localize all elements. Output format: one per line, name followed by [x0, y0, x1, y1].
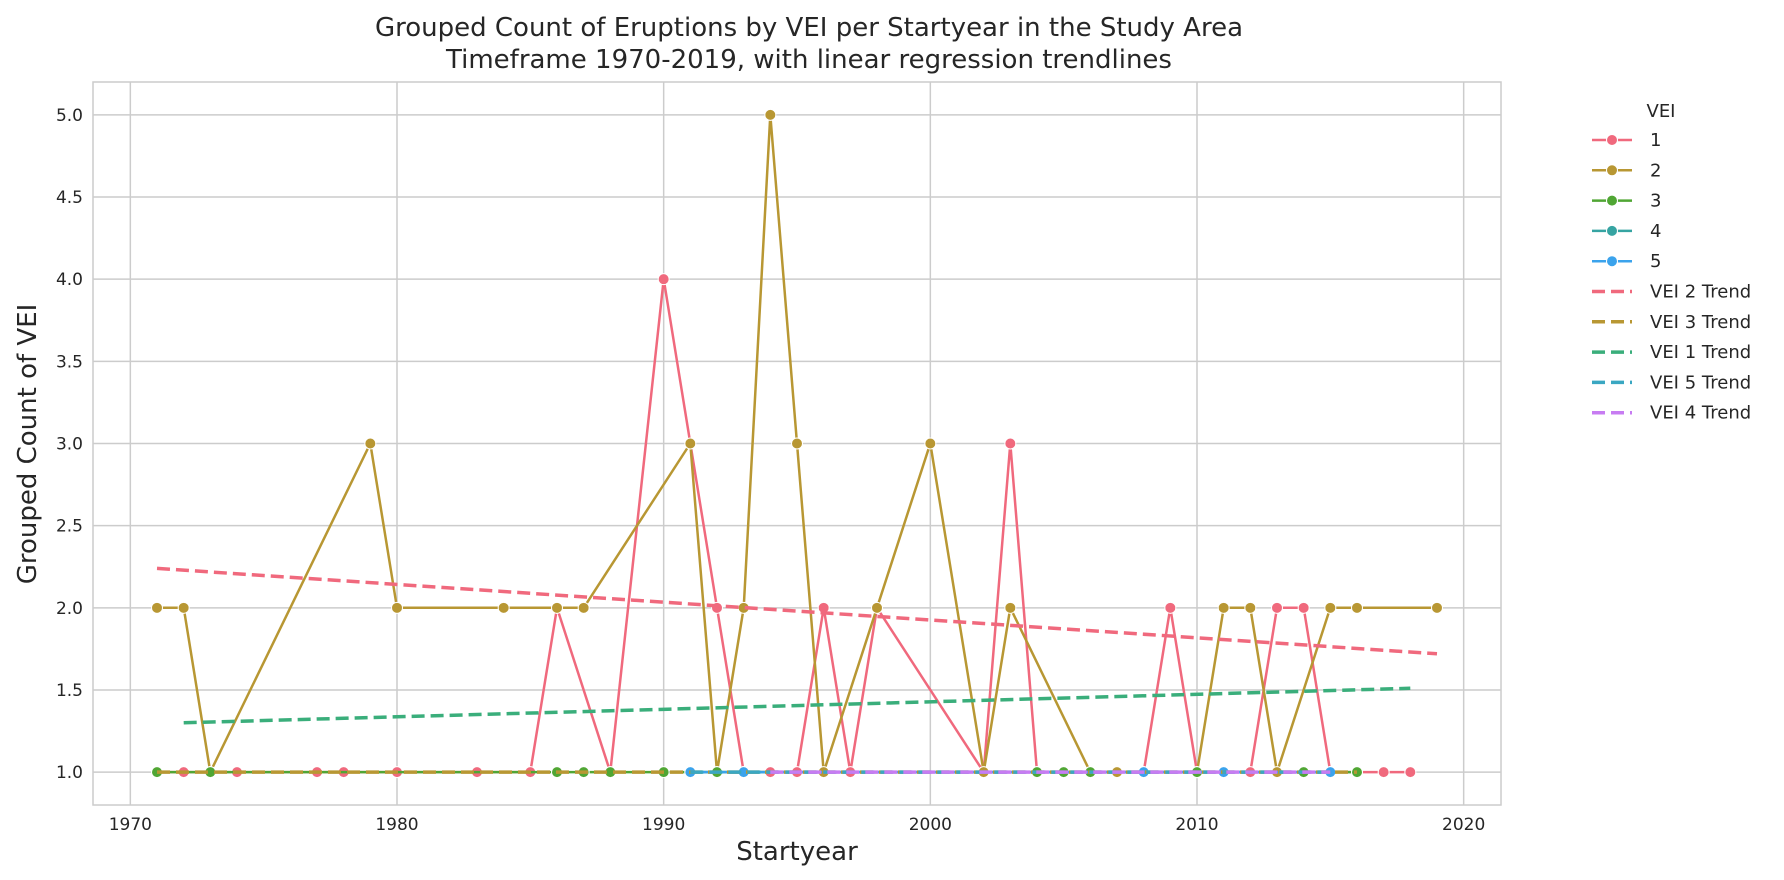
- y-tick-label: 1.5: [56, 681, 83, 701]
- y-tick-label: 1.0: [56, 763, 83, 783]
- data-point: [391, 601, 403, 614]
- series-vei-1-trend: [183, 686, 1411, 725]
- legend: VEI 1 2 3 4 5 VEI 2 Trend VEI 3 Trend VEI 1 Tre…: [1592, 101, 1751, 424]
- x-tick-label: 1980: [375, 815, 418, 835]
- data-point: [1404, 766, 1417, 779]
- legend-item: 3: [1592, 191, 1661, 212]
- data-point: [1004, 601, 1017, 614]
- legend-marker: [1606, 255, 1618, 268]
- x-tick-label: 2020: [1442, 815, 1485, 835]
- y-ticks: 1.0 1.5 2.0 2.5 3.0 3.5 4.0 4.5 5.0: [56, 106, 83, 783]
- data-point: [1324, 601, 1337, 614]
- y-tick-label: 3.0: [56, 435, 83, 455]
- chart-title: Grouped Count of Eruptions by VEI per St…: [375, 13, 1243, 43]
- legend-item: VEI 3 Trend: [1592, 312, 1751, 333]
- x-tick-label: 1970: [109, 815, 152, 835]
- y-axis-label: Grouped Count of VEI: [13, 304, 43, 585]
- legend-item: VEI 2 Trend: [1592, 282, 1751, 303]
- legend-label: 1: [1650, 130, 1661, 151]
- chart-subtitle: Timeframe 1970-2019, with linear regress…: [445, 45, 1172, 75]
- legend-item: VEI 5 Trend: [1592, 372, 1751, 393]
- series-vei-2-trend: [156, 566, 1438, 656]
- legend-label: 3: [1650, 191, 1661, 212]
- x-ticks: 1970 1980 1990 2000 2010 2020: [109, 815, 1486, 835]
- data-point: [1351, 601, 1363, 614]
- legend-marker: [1606, 164, 1618, 177]
- data-point: [1431, 601, 1443, 614]
- data-point: [791, 437, 803, 450]
- series-layer: [151, 108, 1443, 779]
- y-tick-label: 4.5: [56, 188, 83, 208]
- data-point: [151, 601, 163, 614]
- x-tick-label: 1990: [642, 815, 685, 835]
- legend-label: 5: [1650, 251, 1661, 272]
- data-point: [871, 601, 883, 614]
- data-point: [497, 601, 510, 614]
- data-point: [924, 437, 937, 450]
- x-tick-label: 2000: [909, 815, 952, 835]
- data-point: [551, 601, 563, 614]
- y-tick-label: 5.0: [56, 106, 83, 126]
- legend-marker: [1606, 224, 1618, 237]
- y-tick-label: 4.0: [56, 270, 83, 290]
- data-point: [177, 601, 190, 614]
- data-point: [1297, 601, 1310, 614]
- trend-line: [183, 686, 1411, 725]
- x-tick-label: 2010: [1175, 815, 1218, 835]
- data-point: [657, 273, 670, 286]
- legend-title: VEI: [1647, 101, 1676, 122]
- data-point: [1217, 601, 1230, 614]
- trend-line: [156, 566, 1438, 656]
- legend-item: 4: [1592, 221, 1661, 242]
- data-point: [1377, 766, 1390, 779]
- legend-item: 2: [1592, 160, 1661, 181]
- legend-label: 4: [1650, 221, 1661, 242]
- data-point: [577, 601, 590, 614]
- data-point: [1244, 601, 1257, 614]
- x-axis-label: Startyear: [736, 837, 858, 867]
- legend-label: VEI 2 Trend: [1650, 282, 1751, 303]
- legend-marker: [1606, 134, 1618, 146]
- legend-label: VEI 4 Trend: [1650, 403, 1751, 424]
- data-point: [1004, 437, 1017, 450]
- data-point: [764, 108, 777, 121]
- legend-item: 1: [1592, 130, 1661, 151]
- legend-item: VEI 1 Trend: [1592, 342, 1751, 363]
- data-point: [684, 437, 697, 450]
- legend-marker: [1606, 194, 1618, 207]
- legend-label: VEI 5 Trend: [1650, 372, 1751, 393]
- y-tick-label: 3.5: [56, 352, 83, 372]
- legend-item: 5: [1592, 251, 1661, 272]
- data-point: [364, 437, 377, 450]
- y-tick-label: 2.0: [56, 599, 83, 619]
- y-tick-label: 2.5: [56, 517, 83, 537]
- data-point: [1164, 601, 1177, 614]
- legend-label: 2: [1650, 160, 1661, 181]
- legend-item: VEI 4 Trend: [1592, 403, 1751, 424]
- legend-label: VEI 3 Trend: [1650, 312, 1751, 333]
- data-point: [1271, 601, 1283, 614]
- legend-label: VEI 1 Trend: [1650, 342, 1751, 363]
